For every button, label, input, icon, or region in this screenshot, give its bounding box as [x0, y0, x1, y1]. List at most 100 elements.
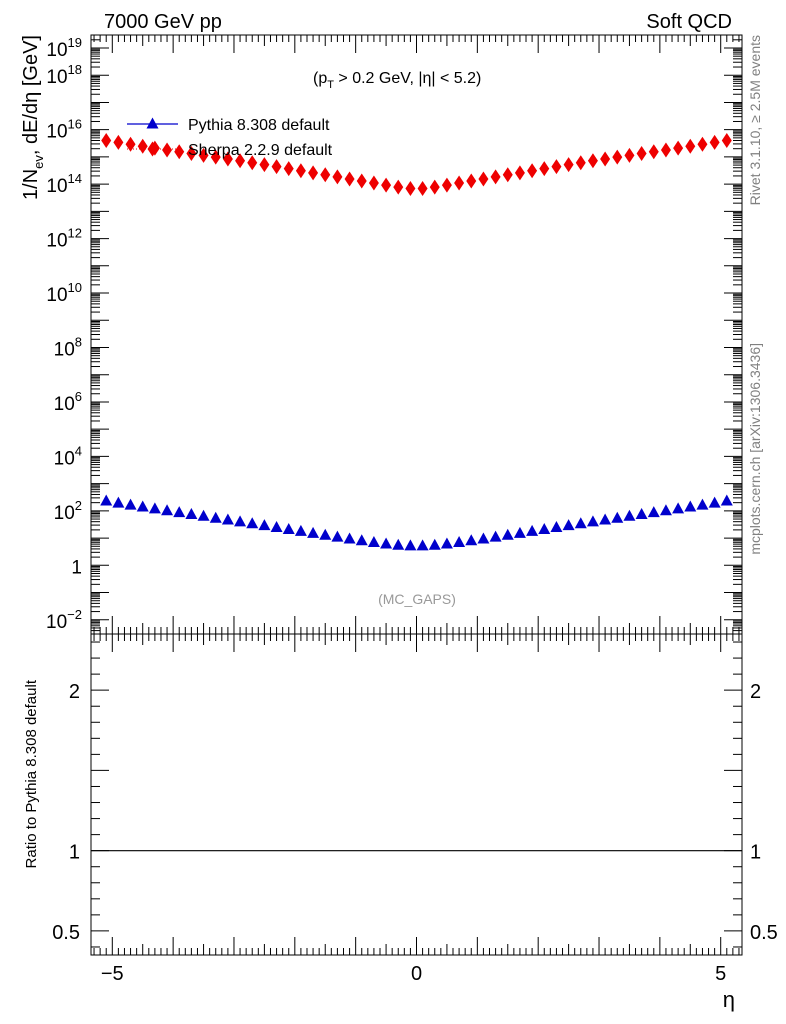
pythia-point — [599, 513, 612, 525]
sherpa-point — [514, 165, 525, 181]
sherpa-point — [295, 163, 306, 179]
pythia-point — [343, 532, 356, 544]
x-axis-title: η — [723, 987, 735, 1012]
sherpa-point — [624, 147, 635, 163]
sherpa-point — [721, 133, 732, 149]
sherpa-point — [417, 181, 428, 197]
pythia-point — [185, 507, 198, 519]
tick-labels-layer: 10−2110210410610810101012101410161018101… — [46, 35, 778, 985]
header-right: Soft QCD — [646, 11, 732, 33]
pythia-point — [380, 537, 393, 549]
pythia-point — [173, 506, 186, 518]
pythia-point — [696, 498, 709, 510]
ratio-tick-label-left: 0.5 — [52, 922, 80, 944]
sherpa-point — [575, 155, 586, 171]
pythia-point — [647, 506, 660, 518]
y-tick-label: 1018 — [46, 62, 82, 88]
legend-marker-pythia — [146, 117, 159, 129]
sherpa-point — [125, 136, 136, 152]
sherpa-point — [162, 142, 173, 158]
ratio-tick-label-left: 2 — [69, 681, 80, 703]
pythia-point — [392, 538, 405, 550]
pythia-point — [574, 517, 587, 529]
ratio-plot-frame — [90, 633, 743, 956]
sherpa-point — [648, 144, 659, 160]
y-tick-label: 1014 — [46, 171, 82, 197]
sherpa-point — [393, 179, 404, 195]
sherpa-point — [186, 146, 197, 162]
legend: Pythia 8.308 default Sherpa 2.2.9 defaul… — [127, 117, 333, 159]
pythia-point — [124, 498, 137, 510]
sherpa-point — [478, 171, 489, 187]
legend-item-pythia: Pythia 8.308 default — [127, 117, 330, 134]
sherpa-point — [441, 177, 452, 193]
sherpa-point — [222, 151, 233, 167]
legend-marker-sherpa — [147, 141, 158, 157]
pythia-point — [428, 538, 441, 550]
sherpa-point — [210, 149, 221, 165]
sherpa-point — [612, 149, 623, 165]
rivet-label: Rivet 3.1.10, ≥ 2.5M events — [747, 35, 763, 205]
pythia-point — [148, 502, 161, 514]
sherpa-point — [344, 171, 355, 187]
sherpa-point — [283, 161, 294, 177]
y-tick-label: 10−2 — [46, 607, 82, 633]
pythia-point — [319, 528, 332, 540]
pythia-point — [465, 534, 478, 546]
pythia-point — [404, 539, 417, 551]
ratio-tick-label-left: 1 — [69, 842, 80, 864]
legend-item-sherpa: Sherpa 2.2.9 default — [127, 141, 333, 159]
analysis-label: (MC_GAPS) — [378, 591, 456, 607]
marks-layer — [100, 133, 733, 551]
pythia-point — [611, 511, 624, 523]
pythia-point — [307, 526, 320, 538]
pythia-point — [112, 496, 125, 508]
sherpa-point — [466, 173, 477, 189]
x-tick-label: −5 — [101, 963, 124, 985]
ratio-tick-label-right: 2 — [750, 681, 761, 703]
pythia-point — [234, 515, 247, 527]
legend-label-sherpa: Sherpa 2.2.9 default — [188, 142, 333, 159]
pythia-point — [477, 532, 490, 544]
pythia-point — [526, 524, 539, 536]
y-axis-title: 1/Nev, dE/dη [GeV] — [20, 35, 46, 200]
sherpa-point — [454, 175, 465, 191]
cut-label: (pT > 0.2 GeV, |η| < 5.2) — [313, 70, 481, 91]
pythia-point — [708, 496, 721, 508]
ticks-layer — [91, 34, 742, 955]
sherpa-point — [697, 136, 708, 152]
sherpa-point — [527, 163, 538, 179]
pythia-point — [246, 517, 259, 529]
pythia-point — [294, 524, 307, 536]
ratio-tick-label-right: 0.5 — [750, 922, 778, 944]
sherpa-point — [320, 167, 331, 183]
x-tick-label: 5 — [715, 963, 726, 985]
sherpa-point — [405, 181, 416, 197]
pythia-point — [562, 519, 575, 531]
sherpa-point — [600, 151, 611, 167]
pythia-point — [258, 519, 271, 531]
pythia-point — [623, 509, 636, 521]
pythia-point — [550, 521, 563, 533]
ratio-y-axis-title: Ratio to Pythia 8.308 default — [23, 679, 40, 868]
y-tick-label: 104 — [54, 443, 82, 469]
y-tick-label: 1 — [71, 557, 82, 578]
sherpa-point — [113, 134, 124, 150]
sherpa-point — [381, 177, 392, 193]
pythia-point — [270, 521, 283, 533]
sherpa-point — [587, 153, 598, 169]
pythia-point — [355, 534, 368, 546]
sherpa-point — [636, 146, 647, 162]
y-tick-label: 1010 — [46, 280, 82, 306]
y-tick-label: 1019 — [46, 35, 82, 61]
sherpa-point — [551, 159, 562, 175]
pythia-point — [367, 535, 380, 547]
y-tick-label: 1016 — [46, 117, 82, 143]
header-left: 7000 GeV pp — [104, 11, 222, 33]
sherpa-point — [174, 144, 185, 160]
sherpa-point — [101, 133, 112, 149]
sherpa-point — [563, 157, 574, 173]
pythia-point — [416, 539, 429, 551]
y-tick-label: 106 — [54, 389, 82, 415]
